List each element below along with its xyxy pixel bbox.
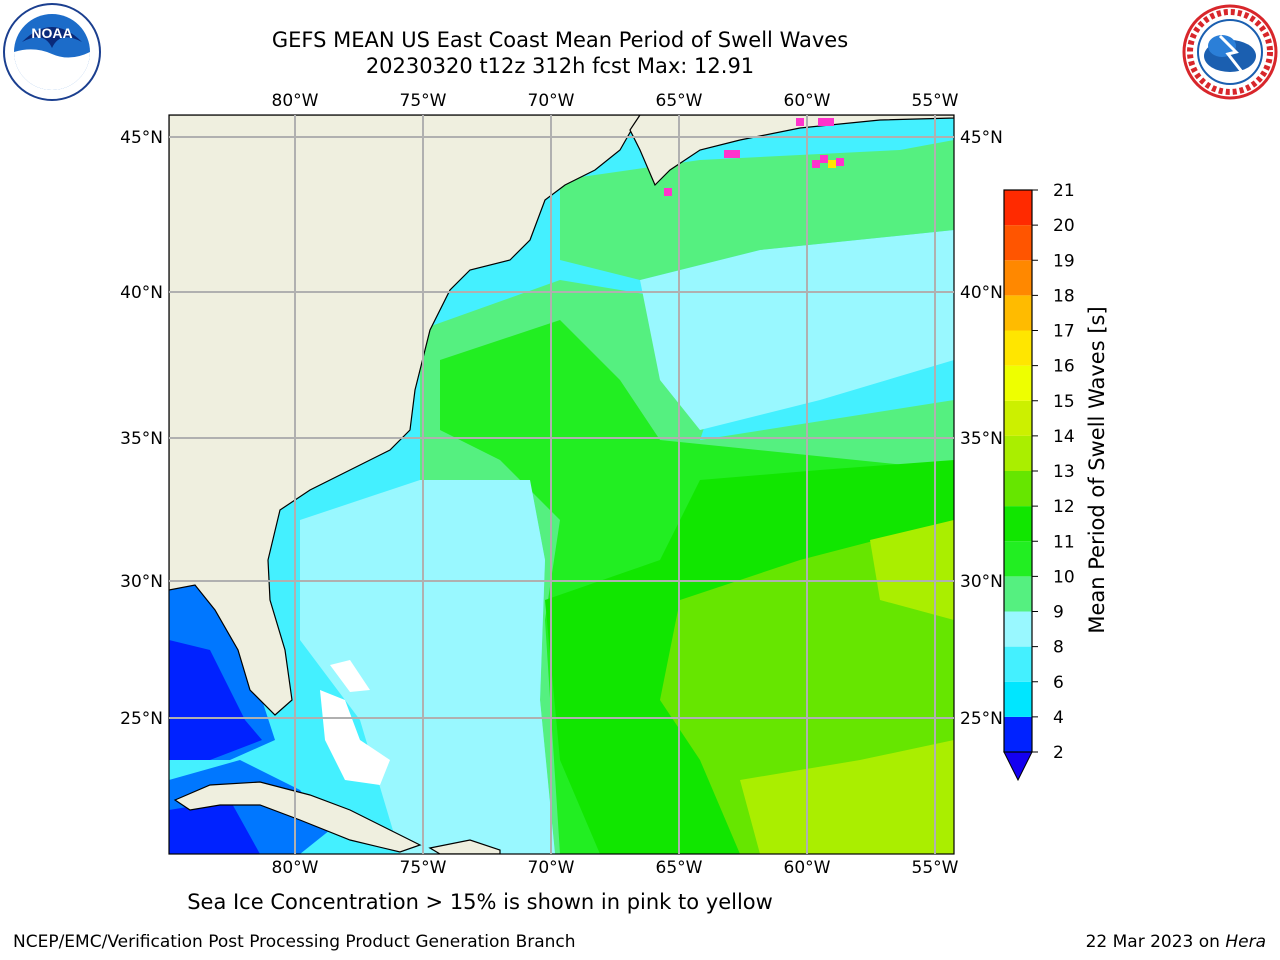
sea-ice-caption: Sea Ice Concentration > 15% is shown in … xyxy=(187,890,773,914)
map-frame xyxy=(168,114,955,855)
colorbar-tick-label: 13 xyxy=(1053,462,1075,482)
lon-label-bottom: 75°W xyxy=(400,858,447,878)
lon-label-top: 80°W xyxy=(272,91,319,111)
colorbar-title: Mean Period of Swell Waves [s] xyxy=(1085,306,1109,634)
colorbar-segment xyxy=(1004,506,1032,542)
lat-label-left: 45°N xyxy=(120,128,163,148)
colorbar-tick-label: 14 xyxy=(1053,427,1075,447)
colorbar-tick-label: 19 xyxy=(1053,251,1075,271)
plot-title: GEFS MEAN US East Coast Mean Period of S… xyxy=(271,28,849,52)
colorbar-tick-label: 10 xyxy=(1053,567,1075,587)
colorbar-tick-label: 11 xyxy=(1053,532,1075,552)
colorbar-tick-label: 4 xyxy=(1053,708,1064,728)
colorbar-tick-label: 2 xyxy=(1053,743,1064,763)
footer-credit: NCEP/EMC/Verification Post Processing Pr… xyxy=(13,932,576,952)
lon-label-top: 65°W xyxy=(656,91,703,111)
lon-label-bottom: 55°W xyxy=(912,858,959,878)
lon-label-top: 60°W xyxy=(784,91,831,111)
colorbar-segment xyxy=(1004,400,1032,436)
lat-label-right: 40°N xyxy=(960,283,1003,303)
map-field xyxy=(169,115,954,854)
colorbar: 2 4 6 8 9 10 11 12 13 14 15 16 17 18 19 20 21 xyxy=(1003,181,1075,782)
lat-label-right: 30°N xyxy=(960,572,1003,592)
colorbar-segment xyxy=(1004,435,1032,471)
lon-label-top: 70°W xyxy=(528,91,575,111)
colorbar-tick-label: 17 xyxy=(1053,322,1075,342)
noaa-logo-icon: NOAA xyxy=(3,3,101,101)
colorbar-segment xyxy=(1004,330,1032,366)
lon-label-bottom: 80°W xyxy=(272,858,319,878)
colorbar-segment xyxy=(1004,716,1032,752)
plot-subtitle: 20230320 t12z 312h fcst Max: 12.91 xyxy=(365,54,755,78)
colorbar-tick-label: 15 xyxy=(1053,392,1075,412)
colorbar-tick-label: 12 xyxy=(1053,497,1075,517)
footer-date: 22 Mar 2023 on Hera xyxy=(1086,932,1266,952)
lon-label-bottom: 60°W xyxy=(784,858,831,878)
lat-labels-left: 45°N 40°N 35°N 30°N 25°N xyxy=(120,128,163,729)
colorbar-tick-label: 9 xyxy=(1053,603,1064,623)
lon-label-bottom: 70°W xyxy=(528,858,575,878)
colorbar-segment xyxy=(1004,190,1032,226)
lat-label-left: 25°N xyxy=(120,709,163,729)
lat-labels-right: 45°N 40°N 35°N 30°N 25°N xyxy=(960,128,1003,729)
colorbar-segment xyxy=(1004,471,1032,507)
colorbar-segment xyxy=(1004,576,1032,612)
lat-label-right: 35°N xyxy=(960,429,1003,449)
lat-label-right: 25°N xyxy=(960,709,1003,729)
footer-date-text: 22 Mar 2023 on xyxy=(1085,932,1226,952)
colorbar-segment xyxy=(1004,260,1032,296)
lon-label-top: 75°W xyxy=(400,91,447,111)
colorbar-segment xyxy=(1004,541,1032,577)
lon-label-top: 55°W xyxy=(912,91,959,111)
colorbar-segment xyxy=(1004,646,1032,682)
lon-label-bottom: 65°W xyxy=(656,858,703,878)
lon-labels-top: 80°W 75°W 70°W 65°W 60°W 55°W xyxy=(272,91,959,111)
colorbar-underflow-arrow xyxy=(1003,751,1033,782)
svg-text:NOAA: NOAA xyxy=(31,25,72,41)
footer-host: Hera xyxy=(1225,932,1266,952)
nws-logo-icon xyxy=(1182,4,1278,100)
colorbar-segment xyxy=(1004,295,1032,331)
colorbar-tick-label: 6 xyxy=(1053,673,1064,693)
colorbar-tick-label: 8 xyxy=(1053,638,1064,658)
colorbar-segment xyxy=(1004,611,1032,647)
colorbar-tick-label: 21 xyxy=(1053,181,1075,201)
lat-label-left: 30°N xyxy=(120,572,163,592)
lat-label-left: 40°N xyxy=(120,283,163,303)
colorbar-tick-label: 16 xyxy=(1053,357,1075,377)
colorbar-segment xyxy=(1004,681,1032,717)
colorbar-tick-label: 20 xyxy=(1053,216,1075,236)
lon-labels-bottom: 80°W 75°W 70°W 65°W 60°W 55°W xyxy=(272,858,959,878)
colorbar-segment xyxy=(1004,365,1032,401)
gridlines xyxy=(169,115,954,854)
lat-label-right: 45°N xyxy=(960,128,1003,148)
colorbar-segment xyxy=(1004,225,1032,261)
colorbar-tick-label: 18 xyxy=(1053,286,1075,306)
lat-label-left: 35°N xyxy=(120,429,163,449)
